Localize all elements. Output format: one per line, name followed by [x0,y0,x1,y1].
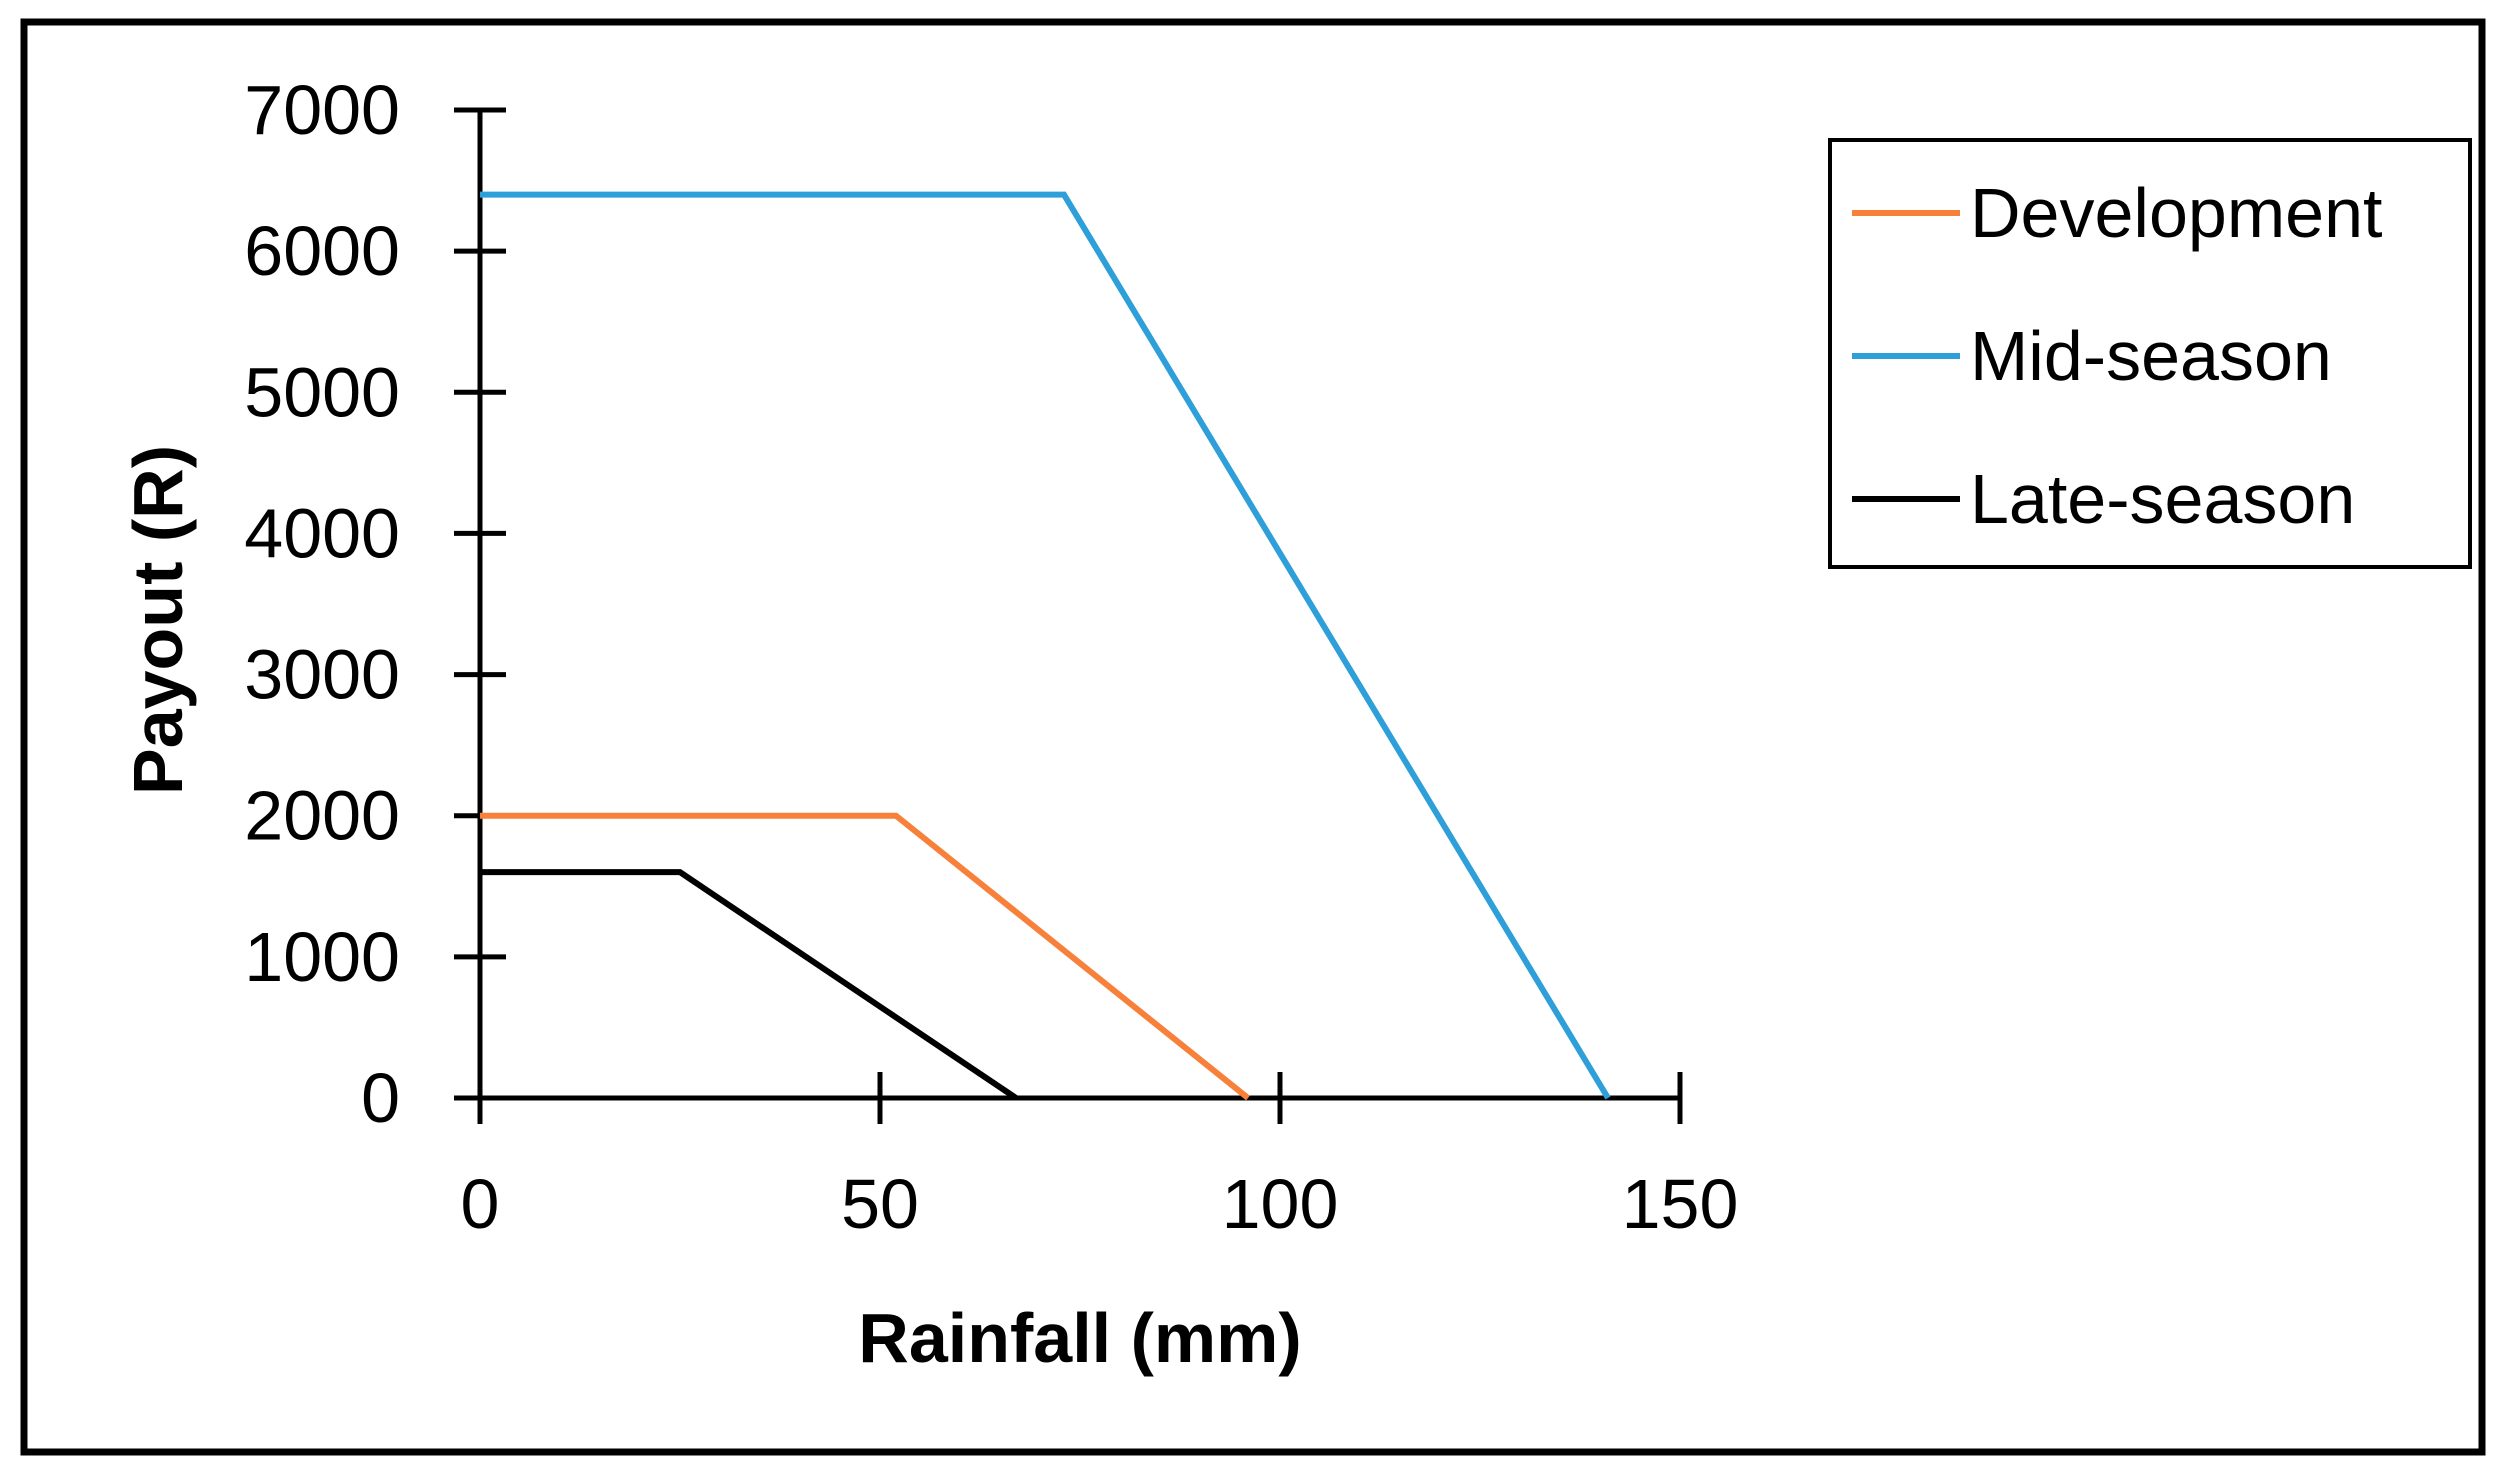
y-tick-label: 4000 [244,494,400,572]
legend-label-mid-season: Mid-season [1970,317,2332,395]
x-tick-label: 50 [841,1165,919,1243]
x-axis: 0 50 100 150 [461,1072,1739,1243]
y-tick-label: 0 [361,1059,400,1137]
y-tick-label: 3000 [244,636,400,714]
y-axis: 0 1000 2000 3000 4000 5000 6000 7000 [244,71,506,1137]
x-axis-title: Rainfall (mm) [858,1299,1301,1377]
legend-label-late-season: Late-season [1970,460,2355,538]
legend-label-development: Development [1970,174,2382,252]
series-line-development [480,812,1250,1101]
legend: Development Mid-season Late-season [1828,138,2472,569]
y-tick-label: 1000 [244,918,400,996]
y-tick-label: 5000 [244,353,400,431]
y-tick-label: 2000 [244,777,400,855]
x-tick-label: 100 [1222,1165,1339,1243]
y-tick-label: 7000 [244,71,400,149]
series-line-late-season [480,869,1018,1101]
series-line-mid-season [480,191,1611,1100]
series-group [480,191,1611,1101]
x-tick-label: 0 [461,1165,500,1243]
y-tick-label: 6000 [244,212,400,290]
y-axis-title: Payout (R) [119,445,197,795]
x-tick-label: 150 [1622,1165,1739,1243]
